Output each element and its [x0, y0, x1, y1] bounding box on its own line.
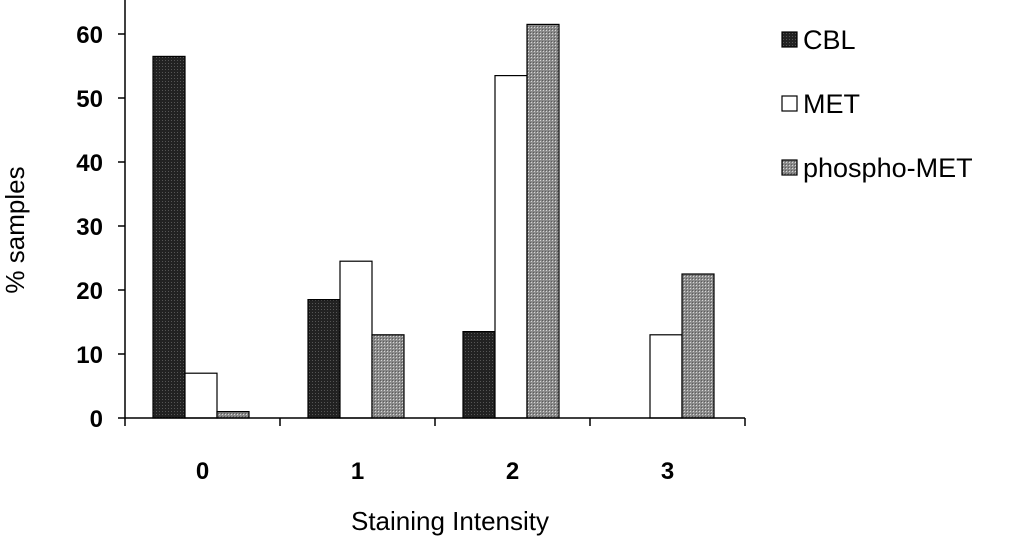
bar-met-1 — [339, 260, 373, 419]
y-tick-label-40: 40 — [76, 150, 103, 177]
bar-phospho-met-3 — [681, 273, 715, 419]
y-tick-label-10: 10 — [76, 342, 103, 369]
y-tick-label-50: 50 — [76, 86, 103, 113]
y-tick-label-0: 0 — [90, 406, 103, 433]
y-tick-label-20: 20 — [76, 278, 103, 305]
legend-swatch-cbl — [781, 31, 798, 48]
legend-swatch-met — [781, 95, 798, 112]
bar-met-0 — [184, 372, 218, 419]
plot-area: 0 10 20 30 40 50 60 0 1 2 3 — [76, 0, 746, 485]
y-tick-label-30: 30 — [76, 214, 103, 241]
bar-cbl-0 — [152, 55, 186, 419]
x-tick-label-3: 3 — [661, 458, 674, 485]
x-tick-label-0: 0 — [196, 458, 209, 485]
bar-cbl-1 — [307, 299, 341, 419]
bar-met-3 — [649, 334, 683, 419]
legend-swatch-phospho-met — [781, 159, 798, 176]
legend: CBL MET phospho-MET — [781, 25, 973, 183]
bar-cbl-2 — [462, 331, 496, 419]
bar-phospho-met-0 — [216, 411, 250, 419]
bar-phospho-met-2 — [526, 23, 560, 419]
bar-met-2 — [494, 74, 528, 419]
x-axis-title: Staining Intensity — [351, 506, 549, 536]
legend-label-cbl: CBL — [803, 25, 856, 55]
x-tick-label-1: 1 — [351, 458, 364, 485]
bar-phospho-met-1 — [371, 334, 405, 419]
y-tick-label-60: 60 — [76, 22, 103, 49]
legend-label-met: MET — [803, 89, 860, 119]
x-tick-label-2: 2 — [506, 458, 519, 485]
legend-label-phospho-met: phospho-MET — [803, 153, 973, 183]
y-axis-title: % samples — [0, 166, 30, 293]
